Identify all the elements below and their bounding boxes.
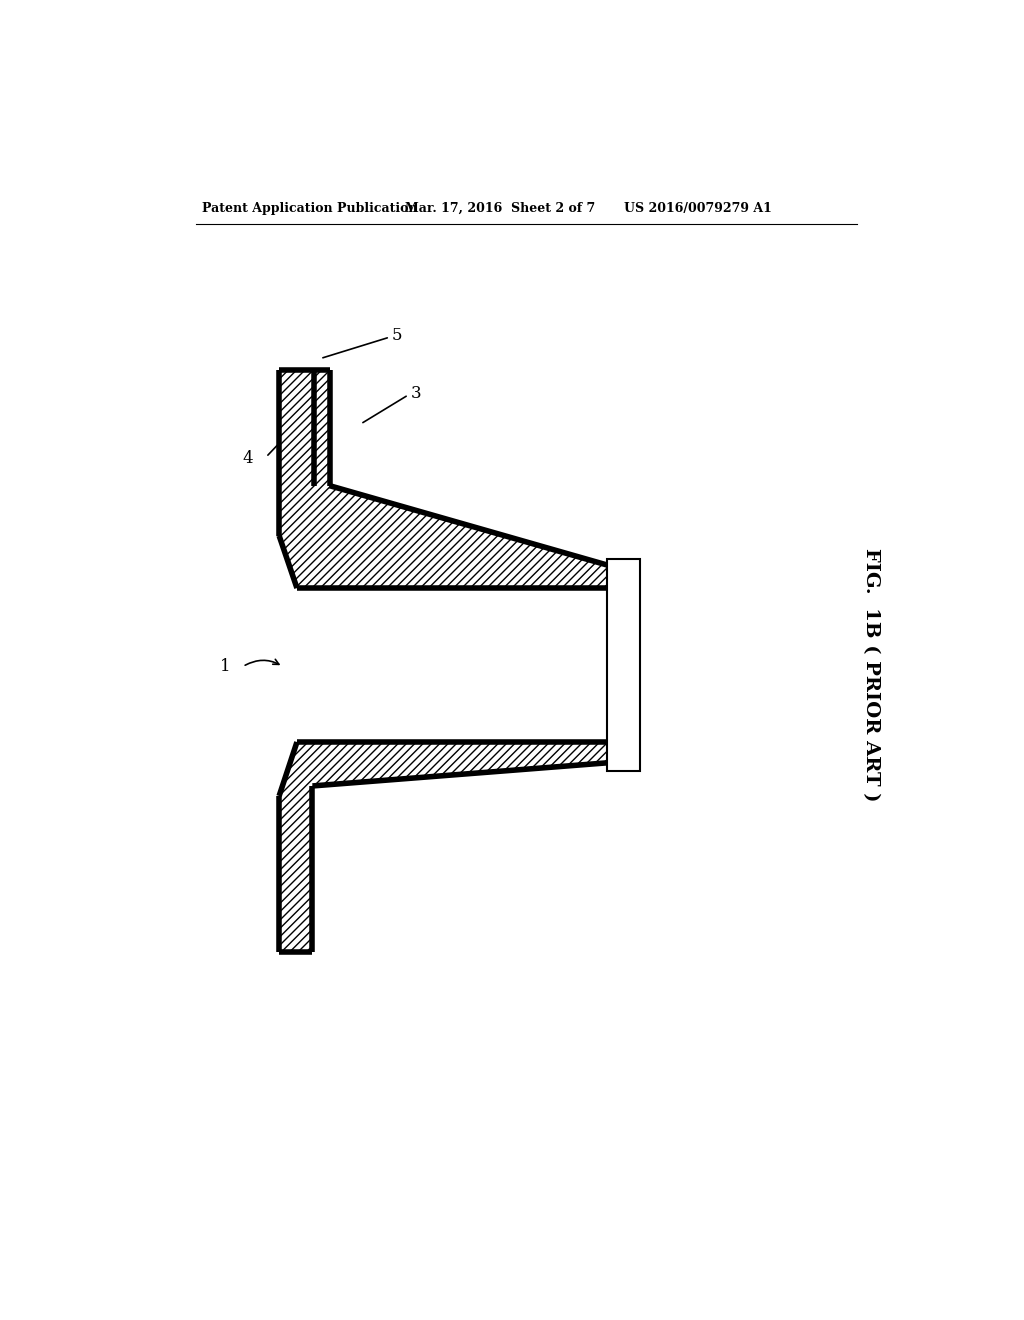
Text: 4: 4: [243, 450, 253, 467]
Polygon shape: [280, 370, 607, 589]
Text: Patent Application Publication: Patent Application Publication: [202, 202, 417, 215]
Text: 5: 5: [391, 327, 402, 345]
Text: 1: 1: [219, 659, 230, 675]
Bar: [607, 558, 640, 771]
Text: 3: 3: [411, 384, 422, 401]
Text: Mar. 17, 2016  Sheet 2 of 7: Mar. 17, 2016 Sheet 2 of 7: [406, 202, 596, 215]
Text: US 2016/0079279 A1: US 2016/0079279 A1: [624, 202, 772, 215]
Polygon shape: [280, 742, 607, 952]
Text: FIG.  1B ( PRIOR ART ): FIG. 1B ( PRIOR ART ): [861, 548, 880, 801]
